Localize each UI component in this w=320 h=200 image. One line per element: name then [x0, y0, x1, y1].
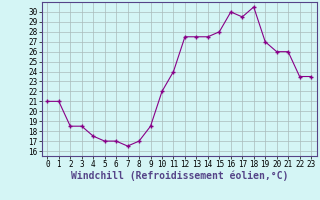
X-axis label: Windchill (Refroidissement éolien,°C): Windchill (Refroidissement éolien,°C): [70, 171, 288, 181]
